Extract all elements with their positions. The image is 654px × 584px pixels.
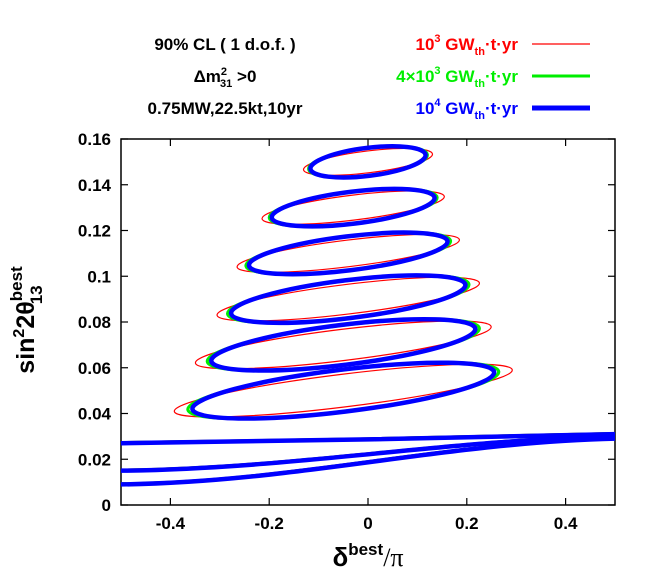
contour-ellipse [228,273,468,326]
y-tick-label: 0.1 [87,267,111,286]
legend-label: 103 GWth·t·yr [416,33,519,58]
x-tick-label: -0.2 [255,514,284,533]
annotation-mass-ordering: Δm2 31 >0 [194,66,257,90]
legend: 103 GWth·t·yr 4×103 GWth·t·yr 104 GWth·t·y… [396,33,590,122]
contour-ellipse [209,316,478,373]
y-tick-label: 0.16 [78,130,111,149]
contour-ellipse [302,147,434,176]
contour-ellipse [269,186,437,229]
y-tick-label: 0.02 [78,450,111,469]
legend-item: 4×103 GWth·t·yr [396,65,590,90]
y-tick-label: 0.08 [78,313,111,332]
x-tick-label: 0.2 [455,514,479,533]
y-tick-label: 0.06 [78,359,111,378]
legend-label: 104 GWth·t·yr [416,97,519,122]
contour-band [121,434,615,473]
annotation-cl: 90% CL ( 1 d.o.f. ) [154,35,295,54]
y-axis-title: sin22θbest13 [7,266,46,374]
contour-ellipse [308,144,428,180]
contour-ellipse [194,320,492,370]
contour-ellipse [261,190,445,225]
contour-ellipse [216,276,481,322]
legend-label: 4×103 GWth·t·yr [396,65,518,90]
annotation-block: 90% CL ( 1 d.o.f. ) Δm2 31 >0 0.75MW,22.5… [148,35,303,118]
legend-item: 104 GWth·t·yr [416,97,590,122]
x-tick-label: 0 [363,514,372,533]
legend-item: 103 GWth·t·yr [416,33,590,58]
svg-text:δbest/π: δbest/π [332,540,403,572]
axis-ticks: -0.4 -0.2 0 0.2 0.4 0 0.02 0.04 0.06 0.08 0.1 0.12 0… [78,130,615,533]
contour-band [121,436,615,487]
contour-curves [121,144,615,487]
contour-band [121,431,615,446]
annotation-exposure: 0.75MW,22.5kt,10yr [148,99,303,118]
contour-ellipse [236,233,461,273]
contour-ellipse [173,363,513,418]
x-axis-title: δbest/π [332,540,403,572]
svg-text:sin22θbest13: sin22θbest13 [7,266,46,374]
y-tick-label: 0.14 [78,176,112,195]
contour-ellipse [246,230,450,277]
y-tick-label: 0.12 [78,222,111,241]
y-tick-label: 0 [102,496,111,515]
x-tick-label: -0.4 [156,514,186,533]
contour-ellipse [190,360,497,421]
x-tick-label: 0.4 [554,514,578,533]
y-tick-label: 0.04 [78,405,112,424]
